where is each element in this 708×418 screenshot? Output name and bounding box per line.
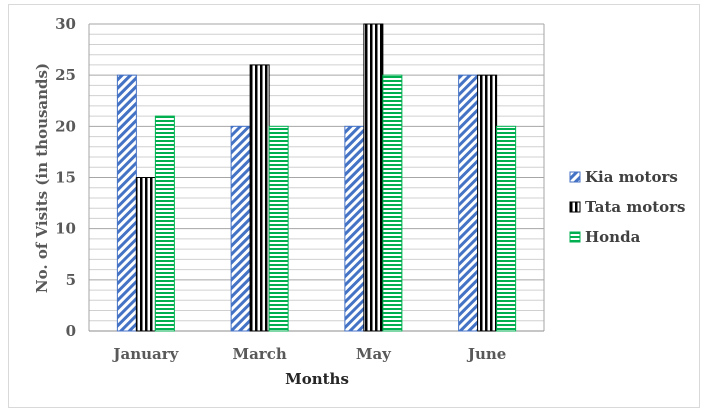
bar-tata-motors-june [477,74,498,332]
legend-swatch [569,201,581,213]
x-tick-label: June [466,345,506,363]
y-axis-title: No. of Visits (in thousands) [33,63,51,293]
x-axis-title: Months [285,370,349,388]
y-tick-label: 0 [66,322,76,340]
x-tick-label: March [232,345,286,363]
bar-kia-motors-may [344,125,365,332]
legend-label: Honda [585,228,641,246]
bar-tata-motors-may [363,23,384,332]
y-tick-label: 10 [55,220,76,238]
y-tick-label: 30 [55,15,76,33]
x-axis-ticks: January March May June [111,345,506,363]
bar-tata-motors-march [249,64,270,332]
legend-swatch [569,171,581,183]
bars [116,23,517,332]
legend-swatch [569,231,581,243]
y-axis-ticks: 0 5 10 15 20 25 30 [55,15,76,340]
y-tick-label: 20 [55,117,76,135]
y-tick-label: 25 [55,66,76,84]
bar-honda-january [154,115,175,332]
bar-kia-motors-january [116,74,137,332]
x-tick-label: May [356,345,392,363]
x-tick-label: January [111,345,179,363]
bar-tata-motors-january [135,177,156,332]
bar-honda-may [382,74,403,332]
bar-honda-march [268,125,289,332]
y-tick-label: 15 [55,169,76,187]
legend-label: Tata motors [585,198,685,216]
bar-kia-motors-june [458,74,479,332]
y-tick-label: 5 [66,271,76,289]
bar-kia-motors-march [230,125,251,332]
legend-label: Kia motors [585,168,678,186]
legend: Kia motors Tata motors Honda [569,168,685,246]
bar-honda-june [496,125,517,332]
